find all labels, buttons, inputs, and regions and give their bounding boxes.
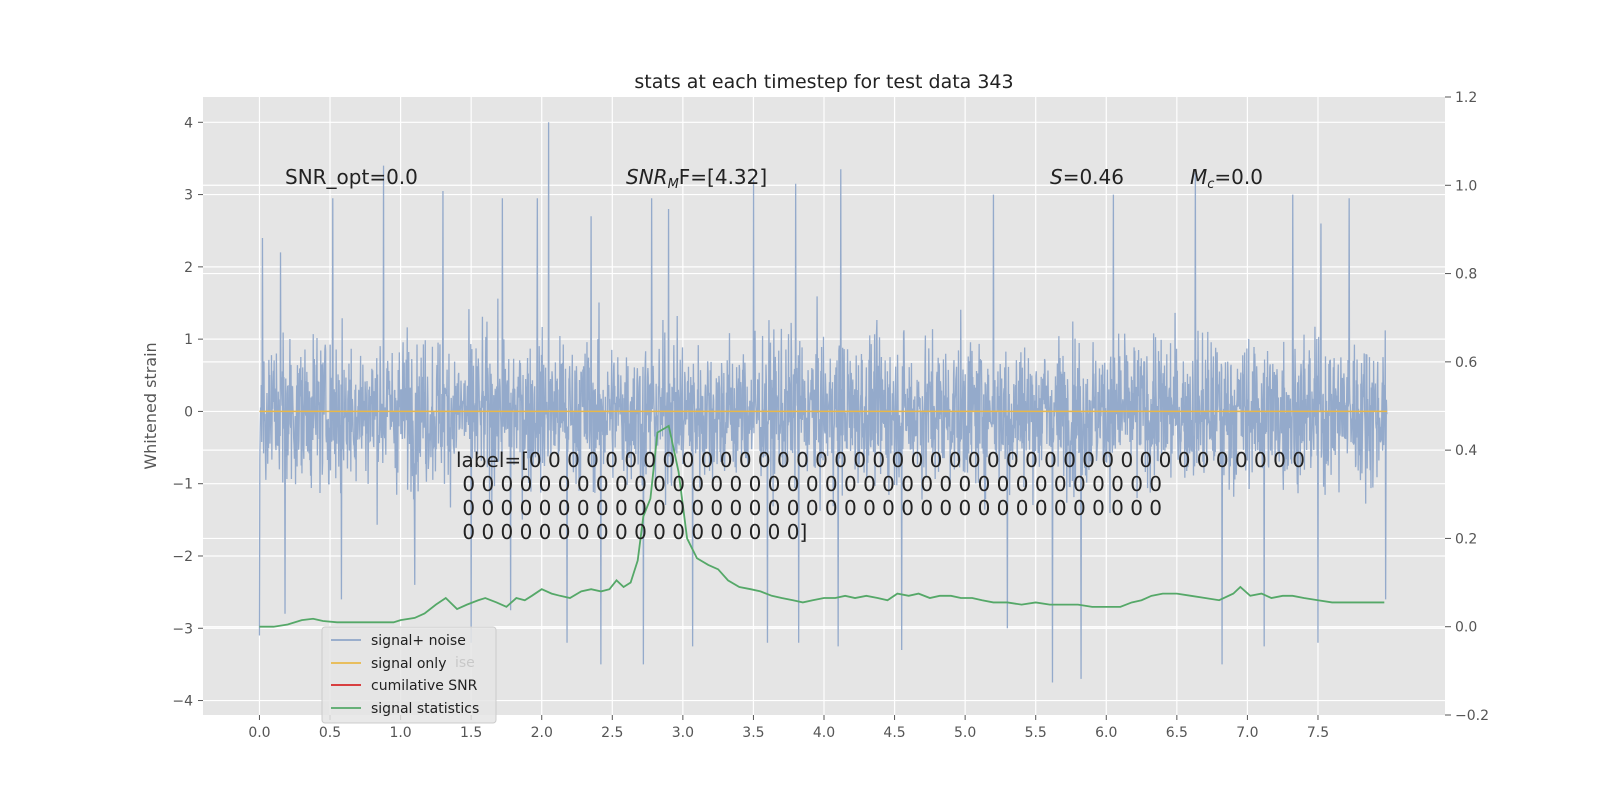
- legend-label-cumulative-snr: cumilative SNR: [371, 678, 478, 694]
- annotation-mc: Mc=0.0: [1190, 165, 1263, 192]
- x-tick-label: 6.0: [1095, 725, 1117, 741]
- x-tick-label: 7.5: [1307, 725, 1329, 741]
- annotation-label-line: 0 0 0 0 0 0 0 0 0 0 0 0 0 0 0 0 0 0 0 0 …: [456, 496, 1162, 520]
- annotation-snr-mf-base: SNR: [626, 165, 668, 189]
- y-tick-label: 0: [184, 404, 193, 420]
- y2-tick-label: 0.4: [1455, 443, 1477, 459]
- x-tick-label: 4.5: [883, 725, 905, 741]
- x-tick-label: 2.5: [601, 725, 623, 741]
- x-tick-label: 0.5: [319, 725, 341, 741]
- series-line-signal-statistics: [259, 424, 1385, 628]
- x-tick-label: 6.5: [1166, 725, 1188, 741]
- y-axis-label: Whitened strain: [141, 342, 160, 469]
- x-tick-label: 7.0: [1236, 725, 1258, 741]
- y2-tick-label: −0.2: [1455, 708, 1489, 724]
- y-tick-label: −4: [172, 694, 193, 710]
- annotation-label-line: 0 0 0 0 0 0 0 0 0 0 0 0 0 0 0 0 0 0]: [456, 520, 807, 544]
- y-tick-label: −3: [172, 621, 193, 637]
- x-tick-label: 1.5: [460, 725, 482, 741]
- y-tick-label: 3: [184, 188, 193, 204]
- y-tick-label: −1: [172, 477, 193, 493]
- y2-tick-label: 1.0: [1455, 178, 1477, 194]
- annotation-mc-rest: =0.0: [1214, 165, 1263, 189]
- annotation-snr-opt: SNR_opt=0.0: [285, 165, 418, 189]
- series-line-signal-noise: [258, 122, 1388, 683]
- annotation-snr-mf-sub: M: [668, 177, 679, 192]
- y-tick-label: 4: [184, 115, 193, 131]
- annotation-snr-mf: SNRMF=[4.32]: [626, 165, 767, 192]
- annotation-snr-mf-rest: F=[4.32]: [679, 165, 767, 189]
- legend-label-signal-noise: signal+ noise: [371, 633, 466, 649]
- x-tick-label: 1.0: [389, 725, 411, 741]
- y-tick-label: −2: [172, 549, 193, 565]
- x-tick-label: 2.0: [531, 725, 553, 741]
- series-layer: [258, 122, 1388, 683]
- annotation-mc-var: M: [1190, 165, 1207, 189]
- annotation-s-var: S: [1050, 165, 1063, 189]
- x-tick-label: 3.5: [742, 725, 764, 741]
- x-tick-label: 5.5: [1025, 725, 1047, 741]
- annotation-s: S=0.46: [1050, 165, 1124, 189]
- x-tick-label: 4.0: [813, 725, 835, 741]
- legend: ise signal+ noise signal only cumilative…: [321, 626, 497, 724]
- x-tick-label: 0.0: [248, 725, 270, 741]
- legend-ghost-text: ise: [455, 655, 475, 671]
- annotation-label-line: label=[0 0 0 0 0 0 0 0 0 0 0 0 0 0 0 0 0…: [456, 448, 1305, 472]
- x-tick-label: 3.0: [672, 725, 694, 741]
- y-tick-label: 2: [184, 260, 193, 276]
- annotation-label-block: label=[0 0 0 0 0 0 0 0 0 0 0 0 0 0 0 0 0…: [456, 448, 1305, 544]
- axes: 0.0 0.5 1.0 1.5 2.0 2.5 3.0 3.5 4.0 4.5 5.0 5.5 6.0 6…: [172, 90, 1489, 741]
- y2-tick-label: 0.6: [1455, 355, 1477, 371]
- y2-tick-label: 0.0: [1455, 620, 1477, 636]
- y2-tick-label: 0.2: [1455, 531, 1477, 547]
- chart-title: stats at each timestep for test data 343: [634, 71, 1013, 93]
- legend-frame: [321, 626, 497, 724]
- y2-tick-label: 1.2: [1455, 90, 1477, 106]
- x-tick-label: 5.0: [954, 725, 976, 741]
- legend-label-signal-statistics: signal statistics: [371, 701, 479, 717]
- annotation-mc-sub: c: [1207, 177, 1214, 192]
- y2-tick-label: 0.8: [1455, 267, 1477, 283]
- annotation-label-line: 0 0 0 0 0 0 0 0 0 0 0 0 0 0 0 0 0 0 0 0 …: [456, 472, 1162, 496]
- annotation-s-rest: =0.46: [1063, 165, 1124, 189]
- legend-label-signal-only: signal only: [371, 656, 446, 672]
- y-tick-label: 1: [184, 332, 193, 348]
